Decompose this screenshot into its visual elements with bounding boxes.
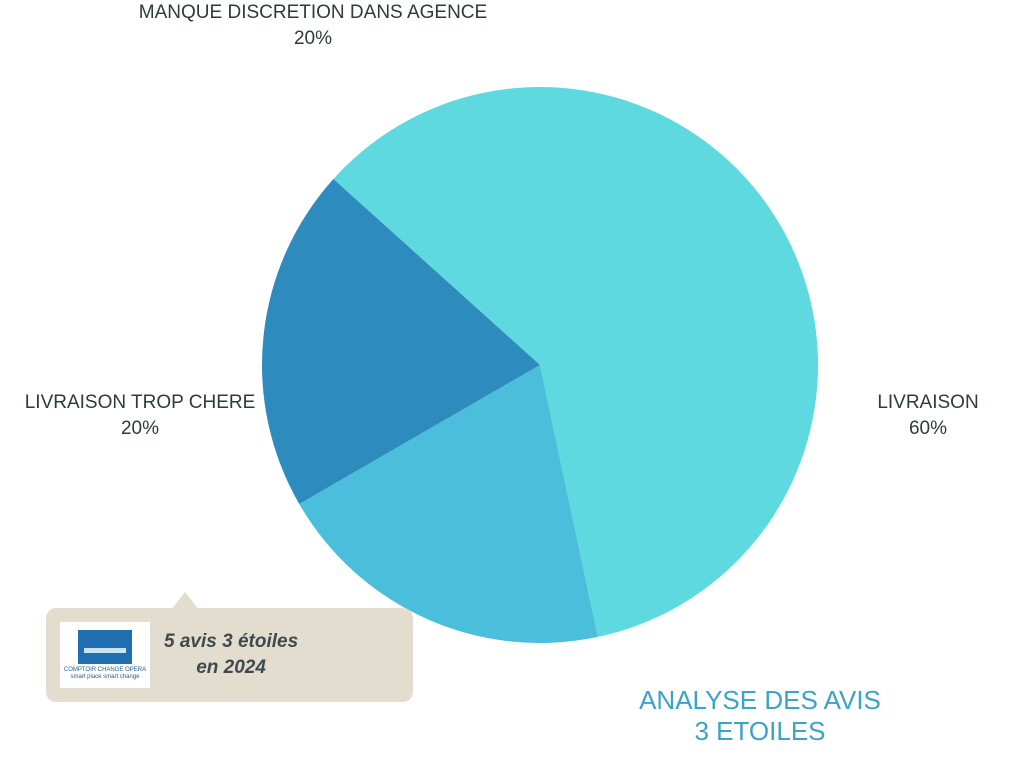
bubble-line2: en 2024 [196, 657, 266, 678]
slice-label-text: MANQUE DISCRETION DANS AGENCE [139, 2, 487, 23]
slice-label-pct: 20% [294, 28, 332, 49]
slice-label-pct: 20% [121, 418, 159, 439]
slice-label-text: LIVRAISON TROP CHERE [25, 392, 256, 413]
bubble-text: 5 avis 3 étoiles en 2024 [164, 629, 298, 680]
title-line1: ANALYSE DES AVIS [639, 685, 881, 715]
chart-title: ANALYSE DES AVIS 3 ETOILES [580, 685, 940, 747]
bubble-tail [171, 592, 199, 610]
pie-chart [260, 85, 820, 645]
slice-label-text: LIVRAISON [877, 392, 978, 413]
title-line2: 3 ETOILES [694, 716, 825, 746]
bubble-line1: 5 avis 3 étoiles [164, 631, 298, 652]
slice-label-discretion: MANQUE DISCRETION DANS AGENCE 20% [118, 0, 508, 51]
slice-label-trop-chere: LIVRAISON TROP CHERE 20% [15, 390, 265, 441]
logo-mark [78, 630, 132, 664]
callout-bubble: COMPTOIR CHANGE OPERA smart place smart … [46, 608, 413, 702]
brand-logo: COMPTOIR CHANGE OPERA smart place smart … [60, 622, 150, 688]
slice-label-livraison: LIVRAISON 60% [848, 390, 1008, 441]
chart-stage: LIVRAISON 60% LIVRAISON TROP CHERE 20% M… [0, 0, 1024, 768]
logo-line2: smart place smart change [70, 674, 139, 681]
logo-line1: COMPTOIR CHANGE OPERA [64, 667, 146, 674]
slice-label-pct: 60% [909, 418, 947, 439]
